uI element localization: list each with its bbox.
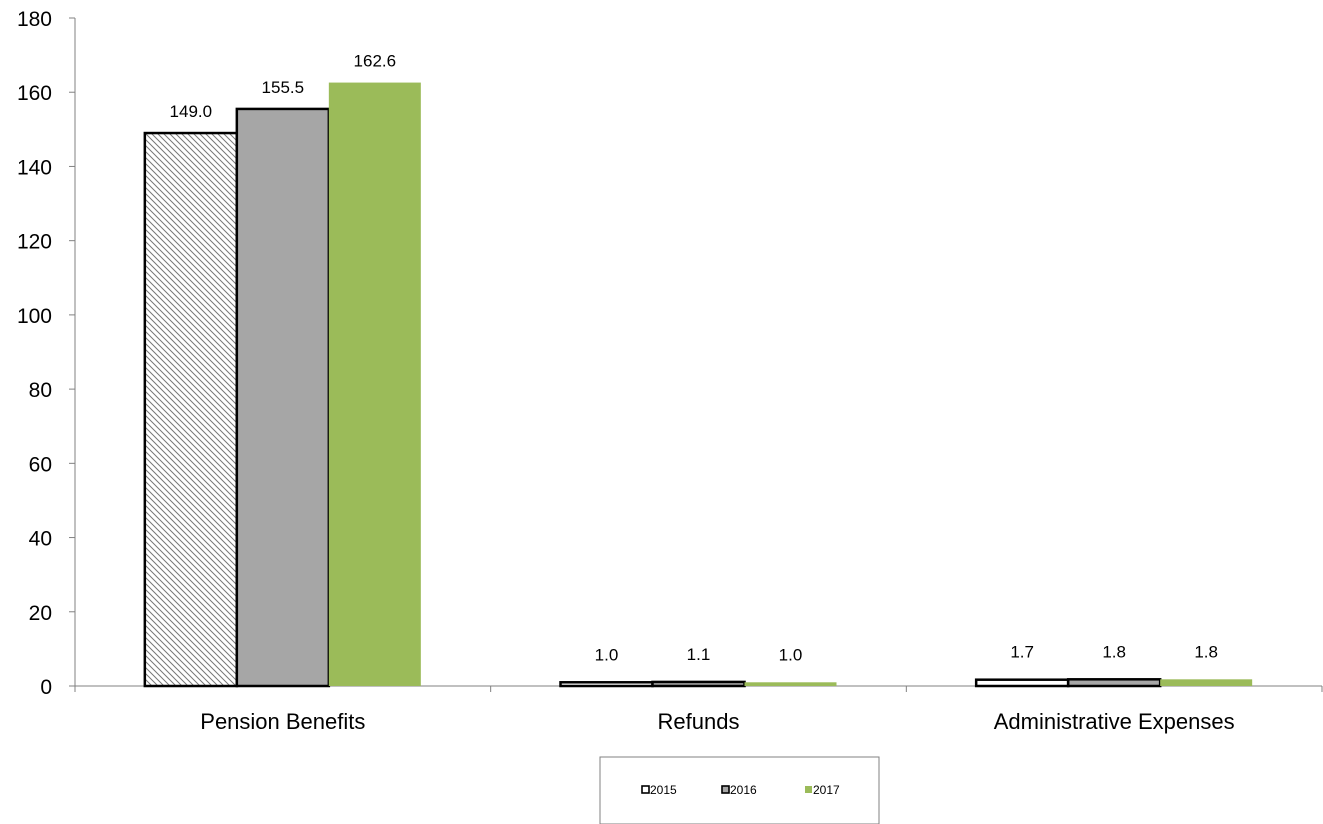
legend: 2015 2016 2017 bbox=[599, 756, 880, 824]
data-label-2015: 149.0 bbox=[170, 102, 213, 121]
y-tick-label: 160 bbox=[17, 82, 52, 105]
bar-2017 bbox=[744, 682, 837, 686]
legend-label-2016: 2016 bbox=[730, 783, 757, 797]
bar-2016 bbox=[1066, 678, 1162, 688]
bars bbox=[143, 82, 1253, 688]
y-tick-label: 20 bbox=[29, 602, 52, 625]
y-tick-label: 120 bbox=[17, 231, 52, 254]
data-label-2015: 1.0 bbox=[595, 645, 619, 664]
bar-2016 bbox=[651, 680, 746, 688]
legend-label-2017: 2017 bbox=[813, 783, 840, 797]
data-label-2016: 1.1 bbox=[687, 645, 711, 664]
legend-swatch-2015 bbox=[641, 785, 650, 794]
y-tick-label: 40 bbox=[29, 528, 52, 551]
data-label-2017: 1.0 bbox=[779, 645, 803, 664]
x-category-label: Refunds bbox=[658, 709, 740, 734]
data-label-2016: 155.5 bbox=[262, 78, 305, 97]
bar-2015 bbox=[143, 131, 239, 688]
legend-swatch-2016 bbox=[721, 785, 730, 794]
data-label-2016: 1.8 bbox=[1102, 642, 1126, 661]
y-tick-label: 0 bbox=[40, 676, 52, 699]
y-tick-label: 60 bbox=[29, 453, 52, 476]
bar-2017 bbox=[1160, 679, 1253, 686]
bar-2017 bbox=[328, 82, 421, 686]
bar-2015 bbox=[974, 678, 1070, 688]
data-label-2017: 1.8 bbox=[1194, 642, 1218, 661]
y-tick-label: 80 bbox=[29, 379, 52, 402]
axes: 0 20 40 60 80 100 120 140 160 180 Pension Benefits… bbox=[17, 8, 1323, 734]
data-labels: 149.0 155.5 162.6 1.0 1.1 1.0 1.7 1.8 1.8 bbox=[170, 52, 1218, 665]
bar-2016 bbox=[235, 107, 331, 688]
x-category-label: Pension Benefits bbox=[200, 709, 365, 734]
bar-2015 bbox=[559, 681, 654, 688]
x-category-label: Administrative Expenses bbox=[994, 709, 1235, 734]
legend-label-2015: 2015 bbox=[650, 783, 677, 797]
y-tick-label: 180 bbox=[17, 8, 52, 31]
y-tick-label: 100 bbox=[17, 305, 52, 328]
y-tick-label: 140 bbox=[17, 156, 52, 179]
legend-swatch-2017 bbox=[805, 786, 812, 793]
data-label-2017: 162.6 bbox=[354, 52, 397, 71]
data-label-2015: 1.7 bbox=[1010, 643, 1034, 662]
